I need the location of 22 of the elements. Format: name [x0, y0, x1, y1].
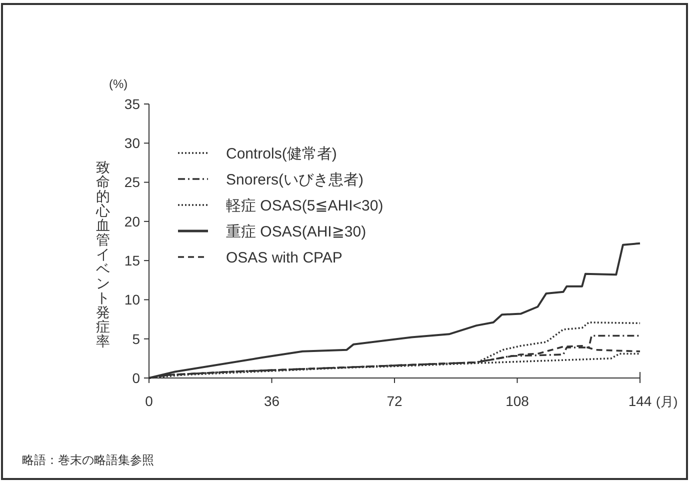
y-tick-label: 20 — [124, 213, 140, 230]
text: 略語：巻末の略語集参照 — [22, 453, 154, 467]
x-tick-label: 108 — [506, 393, 530, 409]
y-tick-label: 5 — [132, 330, 140, 347]
legend-label: 重症 OSAS(AHI≧30) — [226, 223, 366, 240]
y-tick-label: 0 — [132, 370, 140, 386]
x-tick-label: 72 — [386, 393, 402, 409]
y-tick-label: 10 — [124, 292, 140, 308]
legend-label: Controls(健常者) — [226, 145, 337, 162]
y-tick-label: 30 — [124, 135, 140, 152]
x-tick-label: 0 — [145, 393, 154, 409]
legend-label: Snorers(いびき患者) — [226, 171, 364, 188]
y-tick-label: 15 — [124, 252, 140, 268]
x-tick-label: 144 — [628, 393, 652, 409]
text: 致命的心血管イベント発症率 — [96, 159, 110, 349]
legend-label: OSAS with CPAP — [226, 249, 342, 266]
legend-label: 軽症 OSAS(5≦AHI<30) — [226, 197, 384, 214]
x-axis-title: (月) — [656, 394, 678, 409]
text: (%) — [109, 77, 128, 91]
x-tick-label: 36 — [264, 393, 280, 409]
y-tick-label: 35 — [124, 96, 140, 112]
y-tick-label: 25 — [124, 174, 140, 190]
